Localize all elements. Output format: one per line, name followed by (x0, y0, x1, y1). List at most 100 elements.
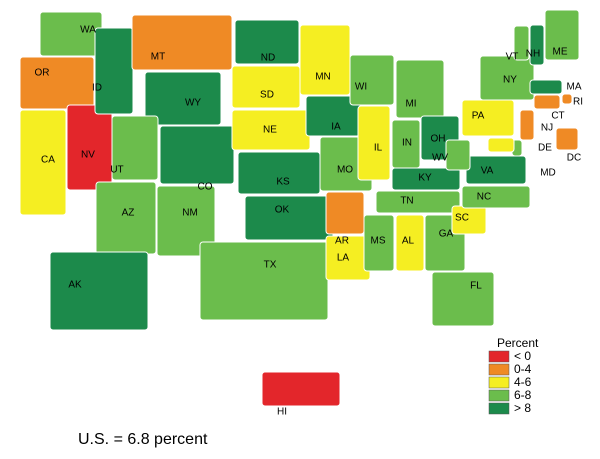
legend-swatch (488, 350, 510, 363)
state-region (131, 14, 233, 71)
state-label: FL (470, 281, 482, 292)
state-region (395, 59, 445, 119)
state-label: CT (551, 111, 564, 122)
state-region (363, 214, 395, 272)
state-region (325, 191, 365, 235)
state-label: MO (337, 165, 353, 176)
state-label: NE (263, 125, 277, 136)
state-label: ME (553, 47, 568, 58)
state-region (237, 151, 321, 195)
state-region (66, 104, 113, 191)
legend-label: < 0 (514, 349, 531, 363)
state-region (529, 79, 563, 95)
legend-label: 6-8 (514, 388, 532, 402)
state-region (555, 127, 579, 151)
state-label: KS (276, 177, 290, 188)
state-label: HI (277, 407, 287, 418)
legend-label: 0-4 (514, 362, 532, 376)
state-region (231, 65, 301, 109)
state-label: NC (477, 192, 491, 203)
state-label: NV (81, 150, 95, 161)
state-label: MS (371, 236, 386, 247)
state-label: CO (198, 182, 213, 193)
state-label: TN (400, 196, 413, 207)
state-region (244, 195, 334, 241)
state-label: CA (41, 155, 55, 166)
state-label: GA (439, 229, 454, 240)
footer-note: U.S. = 6.8 percent (78, 431, 208, 448)
state-label: DE (538, 143, 552, 154)
state-region (533, 94, 561, 110)
state-region (19, 56, 95, 110)
state-label: RI (573, 97, 583, 108)
state-region (156, 185, 216, 257)
state-label: MI (405, 99, 416, 110)
state-region (529, 24, 545, 66)
state-region (357, 105, 391, 181)
state-region (299, 24, 351, 96)
legend-label: 4-6 (514, 375, 532, 389)
state-label: VA (481, 166, 494, 177)
legend-swatch (488, 363, 510, 376)
state-label: NY (503, 75, 517, 86)
state-label: WY (185, 98, 201, 109)
state-label: WI (355, 82, 367, 93)
state-region (561, 93, 573, 105)
legend-swatch (488, 402, 510, 415)
legend-title: Percent (497, 336, 539, 350)
state-region (479, 55, 535, 101)
state-label: AK (68, 280, 82, 291)
state-label: PA (472, 111, 485, 122)
state-region (349, 54, 395, 106)
state-region (159, 125, 235, 185)
state-label: IN (402, 138, 412, 149)
state-label: OK (275, 205, 290, 216)
state-label: DC (567, 153, 581, 164)
state-label: OH (431, 134, 446, 145)
state-label: ND (261, 53, 275, 64)
state-region (49, 251, 149, 331)
state-label: MN (315, 72, 331, 83)
state-region (391, 167, 461, 191)
state-label: MD (540, 168, 556, 179)
state-label: TX (264, 260, 277, 271)
state-label: NM (182, 208, 198, 219)
state-region (461, 99, 515, 137)
state-label: KY (418, 173, 432, 184)
legend-swatch (488, 389, 510, 402)
state-label: LA (337, 253, 350, 264)
state-label: WA (80, 25, 96, 36)
state-region (519, 109, 535, 141)
state-label: WV (432, 153, 448, 164)
state-region (111, 115, 159, 181)
state-label: AR (335, 236, 349, 247)
state-label: SD (260, 90, 274, 101)
state-label: UT (110, 165, 123, 176)
state-region (461, 185, 531, 209)
state-label: AZ (122, 208, 135, 219)
state-region (445, 139, 471, 171)
state-region (94, 27, 134, 115)
legend-swatch (488, 376, 510, 389)
state-region (431, 271, 495, 327)
state-region (513, 25, 530, 61)
legend-label: > 8 (514, 401, 531, 415)
state-region (395, 214, 425, 272)
state-label: MA (567, 82, 582, 93)
state-region (144, 71, 222, 126)
state-label: ID (92, 83, 102, 94)
state-region (375, 190, 461, 214)
state-label: NH (526, 49, 540, 60)
state-label: IA (331, 122, 341, 133)
state-label: SC (455, 213, 469, 224)
state-region (261, 371, 341, 407)
state-label: OR (35, 68, 50, 79)
state-region (487, 137, 515, 153)
state-label: MT (151, 52, 165, 63)
state-region (199, 241, 329, 321)
state-label: AL (402, 236, 415, 247)
state-region (19, 109, 67, 216)
state-label: IL (374, 143, 383, 154)
